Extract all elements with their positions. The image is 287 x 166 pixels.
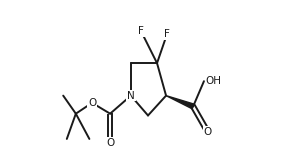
- Text: OH: OH: [206, 76, 222, 86]
- Text: N: N: [127, 91, 135, 101]
- Polygon shape: [166, 96, 194, 109]
- Text: O: O: [88, 98, 96, 108]
- Text: F: F: [138, 26, 144, 36]
- Text: O: O: [203, 127, 212, 137]
- Text: O: O: [106, 138, 114, 148]
- Text: F: F: [164, 29, 170, 39]
